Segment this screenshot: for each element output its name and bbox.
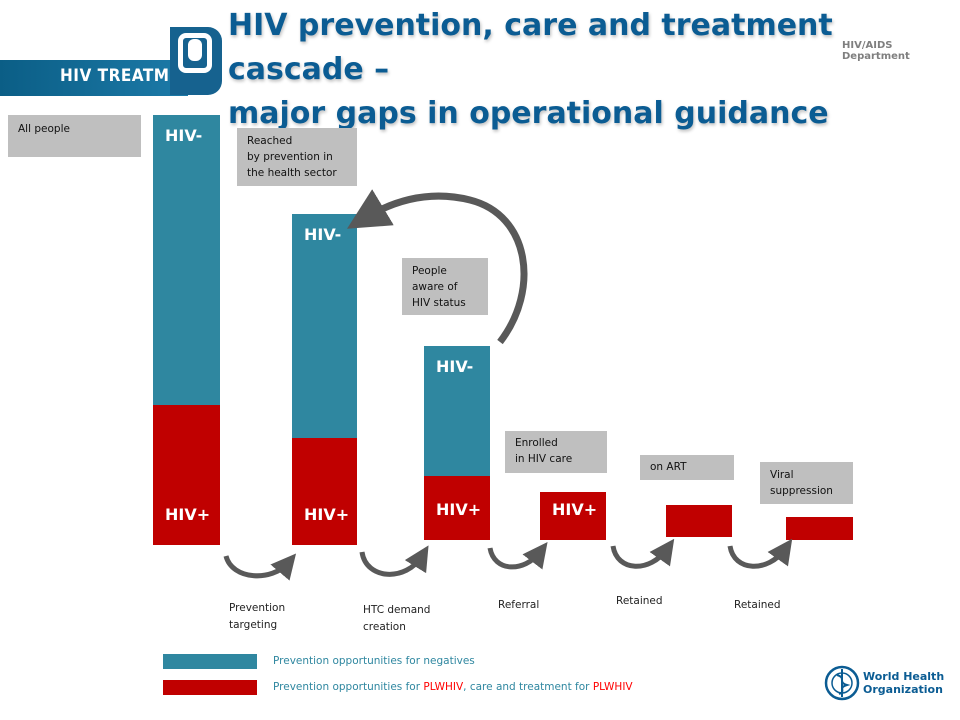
title-line-2: major gaps in operational guidance [228,96,829,131]
step-htc-line1: HTC demand [363,604,431,616]
pill-logo-frame [178,33,212,73]
note-all-people-text: All people [18,123,70,135]
note-aware-line1: People [412,265,447,277]
note-reached: Reached by prevention in the health sect… [237,128,357,186]
step-prevention-line2: targeting [229,619,278,631]
big-return-arrow [346,189,528,345]
header-band [0,60,188,96]
bar-label-hiv-positive-2: HIV+ [304,505,350,524]
note-reached-line2: by prevention in [247,151,333,163]
bar-hiv-positive-3 [424,476,490,540]
arrow-referral [487,542,548,570]
note-enrolled-line1: Enrolled [515,437,558,449]
arrow-retained-1 [610,538,675,569]
page-title: HIV prevention, care and treatment casca… [228,4,958,136]
legend-plwhiv-highlight2: PLWHIV [592,681,633,693]
bar-label-hiv-positive-1: HIV+ [165,505,211,524]
legend-plwhiv-part2: , care and treatment for [463,681,593,693]
note-viral-line1: Viral [770,469,794,481]
department-label: HIV/AIDS Department [842,40,910,62]
note-all-people: All people [8,115,141,157]
note-aware-line3: HIV status [412,297,466,309]
pill-logo-capsule [188,39,202,61]
note-aware: People aware of HIV status [402,258,488,315]
note-viral-line2: suppression [770,485,833,497]
note-on-art: on ART [640,455,734,480]
legend-text-plwhiv: Prevention opportunities for PLWHIV, car… [273,681,633,693]
arrow-prevention-targeting [223,553,297,581]
step-referral: Referral [498,599,540,611]
step-prevention-targeting: Prevention targeting [229,600,285,634]
note-reached-line1: Reached [247,135,293,147]
note-viral: Viral suppression [760,462,853,504]
legend-swatch-plwhiv [163,680,257,695]
bar-label-hiv-positive-3: HIV+ [436,500,482,519]
bar-hiv-positive-1 [153,405,220,545]
bar-hiv-positive-2 [292,438,357,545]
who-line1: World Health [863,670,945,683]
legend-plwhiv-highlight1: PLWHIV [423,681,464,693]
legend-swatch-negatives [163,654,257,669]
step-htc-line2: creation [363,621,406,633]
bar-hiv-negative-1 [153,115,220,405]
note-on-art-text: on ART [650,461,687,473]
legend-text-negatives: Prevention opportunities for negatives [273,655,475,667]
who-logo-text: World Health Organization [863,670,944,696]
bar-hiv-negative-3 [424,346,490,476]
bar-hiv-positive-6 [786,517,853,540]
step-htc-demand: HTC demand creation [363,602,430,636]
bar-hiv-positive-5 [666,505,732,537]
bar-label-hiv-negative-1: HIV- [165,126,203,145]
note-enrolled-line2: in HIV care [515,453,573,465]
who-line2: Organization [863,683,943,696]
legend-plwhiv-part1: Prevention opportunities for [273,681,424,693]
step-prevention-line1: Prevention [229,602,286,614]
arrow-retained-2 [727,538,793,569]
bar-hiv-negative-2 [292,214,357,438]
arrow-htc-demand [359,545,429,577]
note-enrolled: Enrolled in HIV care [505,431,607,473]
step-retained-1: Retained [616,595,663,607]
bar-label-hiv-negative-2: HIV- [304,225,342,244]
step-retained-2: Retained [734,599,781,611]
note-reached-line3: the health sector [247,167,337,179]
bar-label-hiv-positive-4: HIV+ [552,500,598,519]
who-emblem-icon [824,665,860,701]
bar-hiv-positive-4 [540,492,606,540]
note-aware-line2: aware of [412,281,458,293]
title-line-1: HIV prevention, care and treatment casca… [228,8,833,87]
hiv-treatment-logo-text: HIV TREATMENT [60,66,205,86]
bar-label-hiv-negative-3: HIV- [436,357,474,376]
